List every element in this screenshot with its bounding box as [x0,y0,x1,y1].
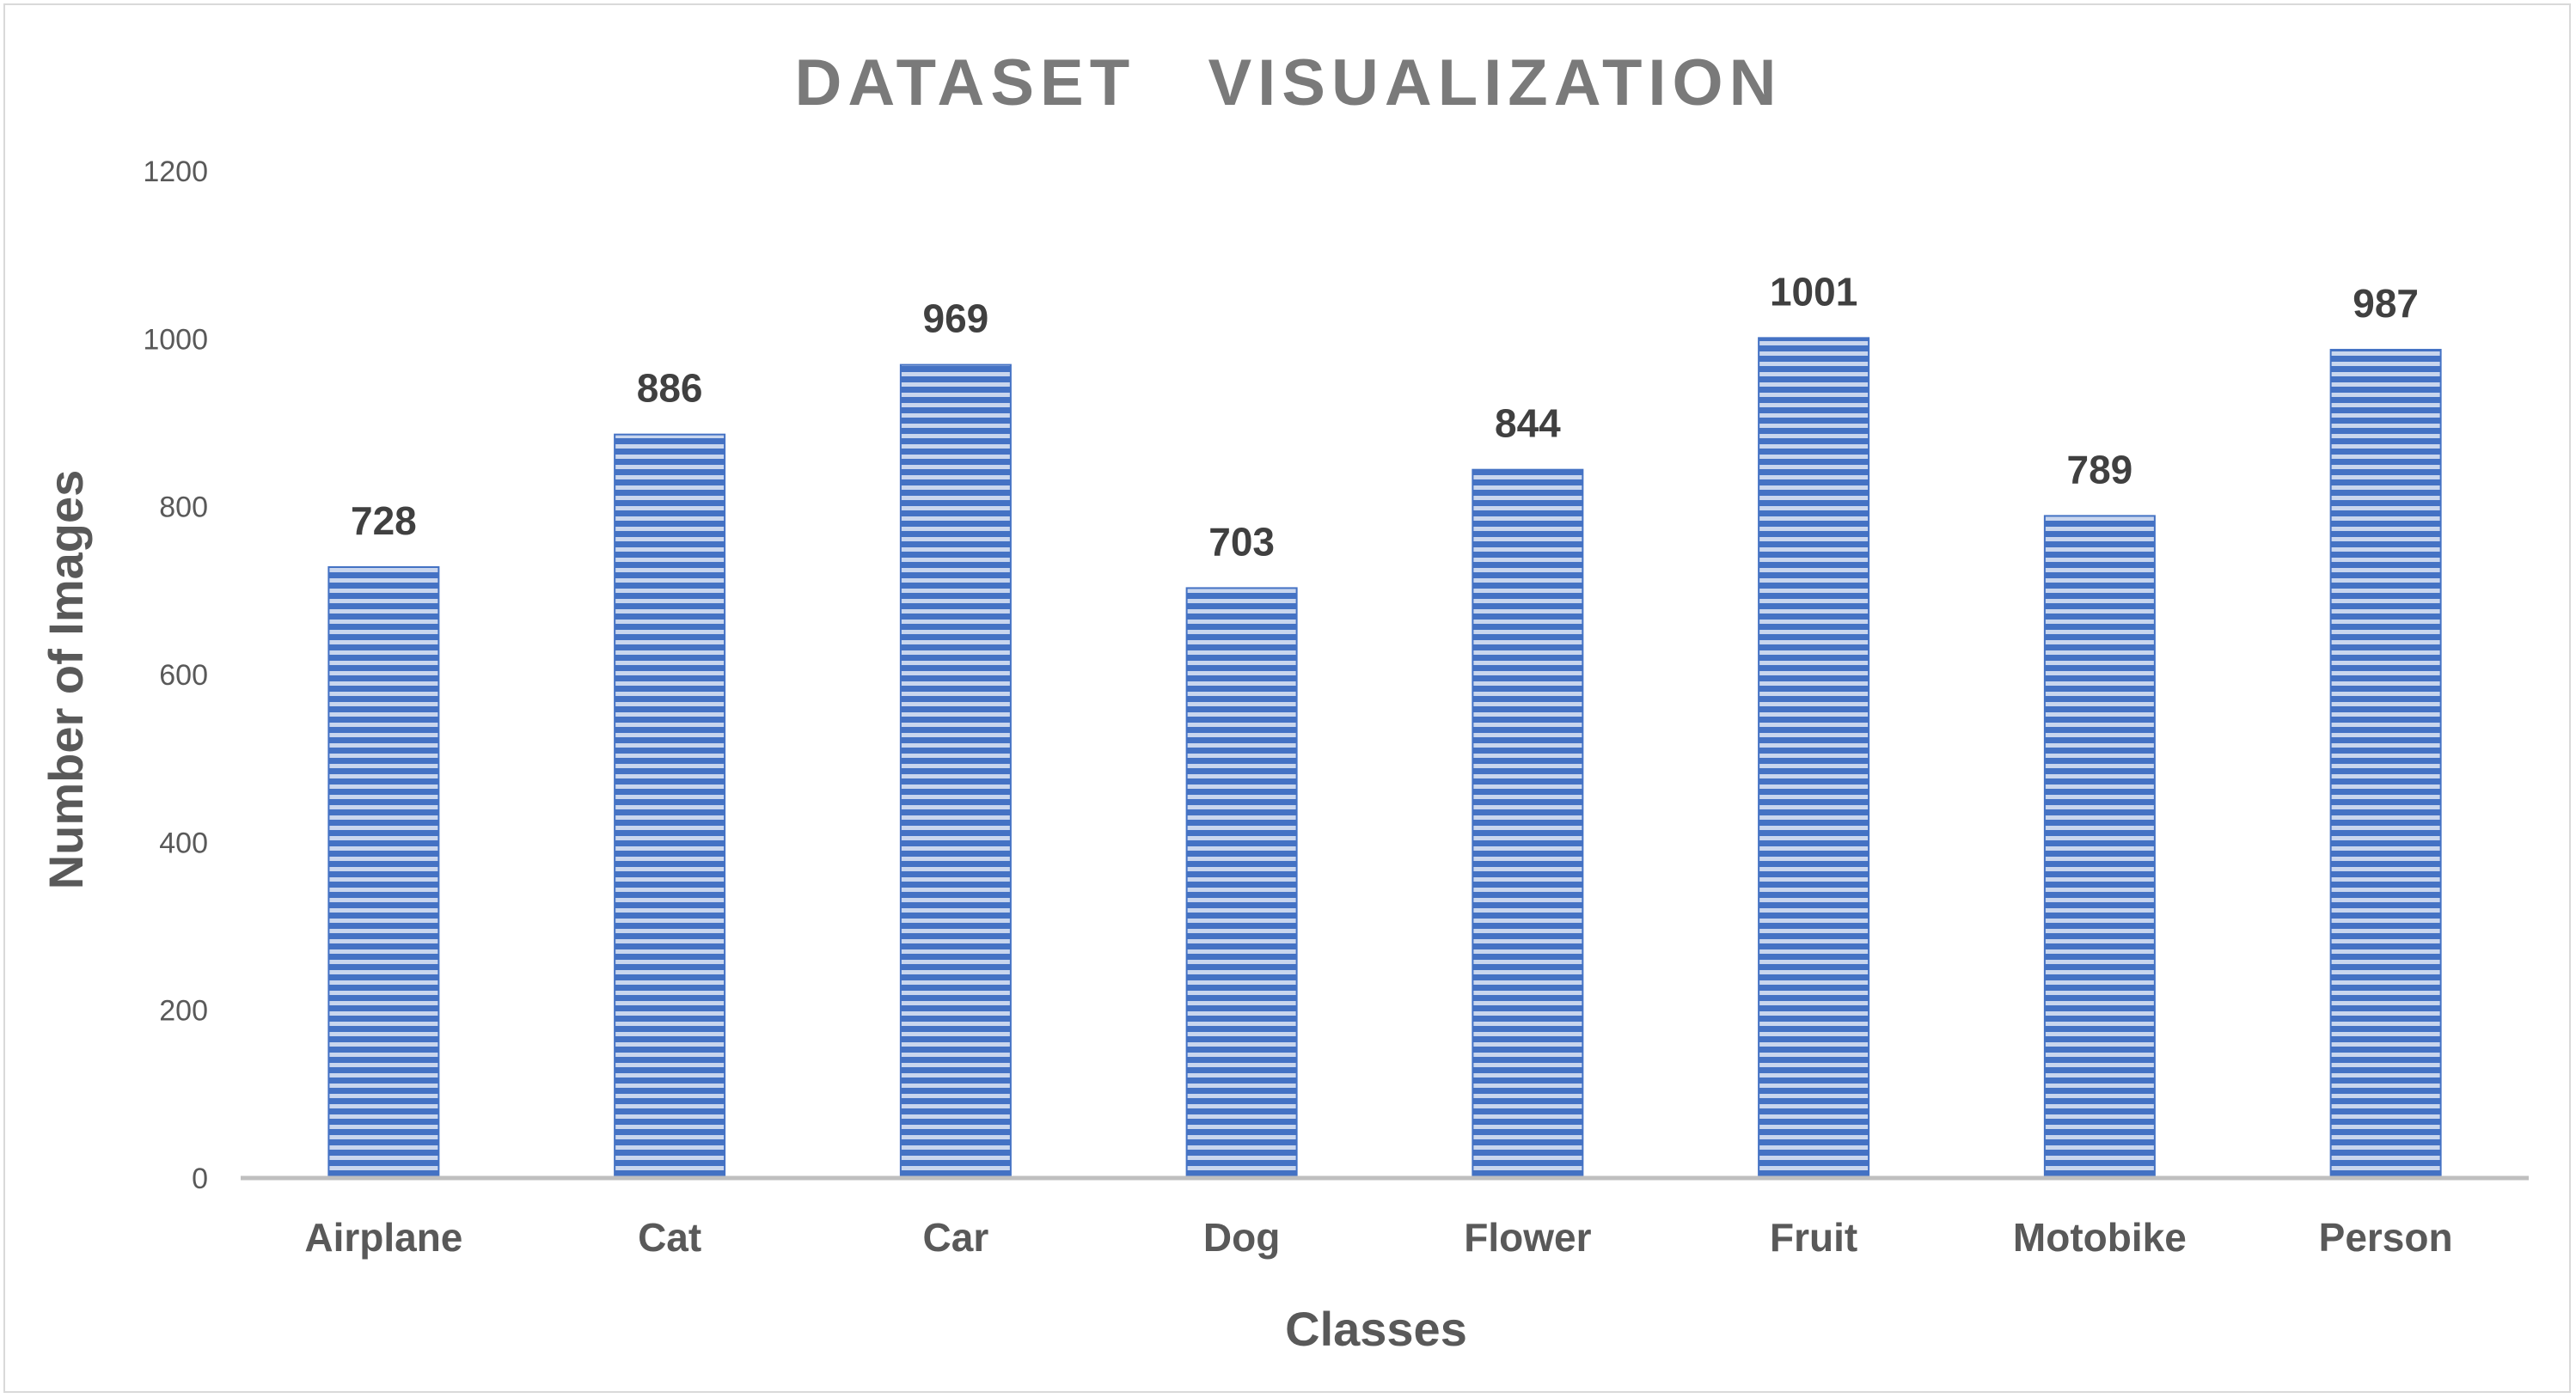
data-label-flower: 844 [1495,401,1561,446]
data-label-fruit: 1001 [1770,269,1857,314]
category-label-car: Car [923,1215,989,1260]
category-label-person: Person [2319,1215,2453,1260]
chart-title: DATASET VISUALIZATION [795,46,1783,119]
y-tick-label: 800 [159,491,208,524]
y-tick-label: 600 [159,659,208,692]
bar-fruit [1758,337,1870,1179]
bar-motobike [2043,515,2156,1179]
data-label-airplane: 728 [351,498,417,543]
bars-group [327,337,2442,1179]
data-label-cat: 886 [637,366,703,411]
data-label-dog: 703 [1208,519,1275,564]
chart-frame: DATASET VISUALIZATION Number of Images C… [3,3,2571,1393]
bar-dog [1185,587,1298,1179]
y-tick-label: 1000 [143,323,208,356]
bar-person [2329,349,2442,1179]
bar-cat [614,433,726,1179]
y-axis-ticks: 0 200 400 600 800 1000 1200 [143,156,208,1195]
bar-car [899,363,1012,1179]
bar-airplane [327,565,440,1179]
y-axis-title: Number of Images [39,470,93,890]
data-label-motobike: 789 [2067,447,2133,491]
y-tick-label: 200 [159,995,208,1028]
x-axis-title: Classes [1285,1302,1467,1356]
category-label-airplane: Airplane [304,1215,462,1260]
bar-flower [1472,468,1584,1179]
category-label-cat: Cat [638,1215,701,1260]
data-labels-group: 728 886 969 703 844 1001 789 987 [351,269,2419,564]
data-label-person: 987 [2353,281,2419,326]
category-label-dog: Dog [1203,1215,1280,1260]
y-tick-label: 400 [159,827,208,859]
category-label-fruit: Fruit [1770,1215,1857,1260]
bar-chart: DATASET VISUALIZATION Number of Images C… [39,46,2529,1356]
y-tick-label: 0 [192,1163,208,1195]
category-label-flower: Flower [1464,1215,1591,1260]
category-label-motobike: Motobike [2013,1215,2187,1260]
y-tick-label: 1200 [143,156,208,188]
category-labels-group: Airplane Cat Car Dog Flower Fruit Motobike Pers… [304,1215,2452,1260]
data-label-car: 969 [923,296,989,341]
